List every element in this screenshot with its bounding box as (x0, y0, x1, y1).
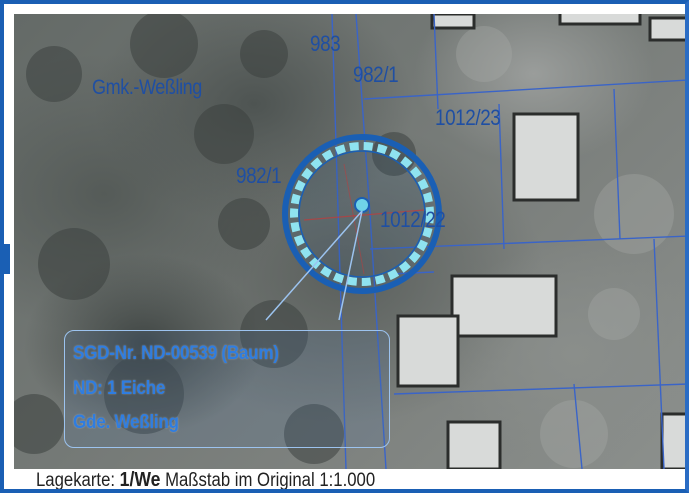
info-municipality: Gde. Weßling (73, 412, 179, 433)
buildings (396, 14, 685, 469)
parcel-label-1012-22: 1012/22 (380, 207, 446, 232)
tree-location-marker-icon[interactable] (354, 197, 370, 213)
building (446, 420, 502, 469)
parcel-label-982-1-top: 982/1 (353, 62, 399, 87)
footer-prefix: Lagekarte: (36, 470, 116, 491)
parcel-label-983: 983 (310, 31, 341, 56)
parcel-label-1012-23: 1012/23 (435, 105, 501, 130)
building (430, 14, 476, 30)
map-footer: Lagekarte: 1/We Maßstab im Original 1:1.… (8, 469, 685, 491)
building (648, 16, 685, 42)
info-tree-type: ND: 1 Eiche (73, 378, 166, 399)
building (450, 274, 558, 338)
building (396, 314, 460, 388)
building (660, 412, 685, 469)
parcel-boundaries (331, 14, 685, 469)
frame-edge-marker (4, 244, 10, 274)
map-overlay (14, 14, 685, 469)
info-registry-number: SGD-Nr. ND-00539 (Baum) (73, 343, 279, 364)
tree-canopy-texture (14, 14, 416, 464)
footer-map-id: 1/We (119, 469, 161, 491)
callout-leader-lines (265, 210, 363, 321)
building (558, 14, 642, 26)
aerial-map[interactable]: Gmk.-Weßling 983 982/1 1012/23 982/1 101… (14, 14, 685, 469)
tree-info-callout[interactable]: SGD-Nr. ND-00539 (Baum) ND: 1 Eiche Gde.… (64, 330, 390, 448)
footer-caption: Lagekarte: 1/We Maßstab im Original 1:1.… (36, 469, 376, 491)
parcel-label-982-1-left: 982/1 (236, 163, 282, 188)
footer-scale-label: Maßstab im Original (165, 470, 315, 491)
light-texture (456, 26, 674, 468)
building (512, 112, 580, 202)
municipality-label: Gmk.-Weßling (92, 76, 202, 99)
footer-scale-value: 1:1.000 (319, 470, 376, 491)
